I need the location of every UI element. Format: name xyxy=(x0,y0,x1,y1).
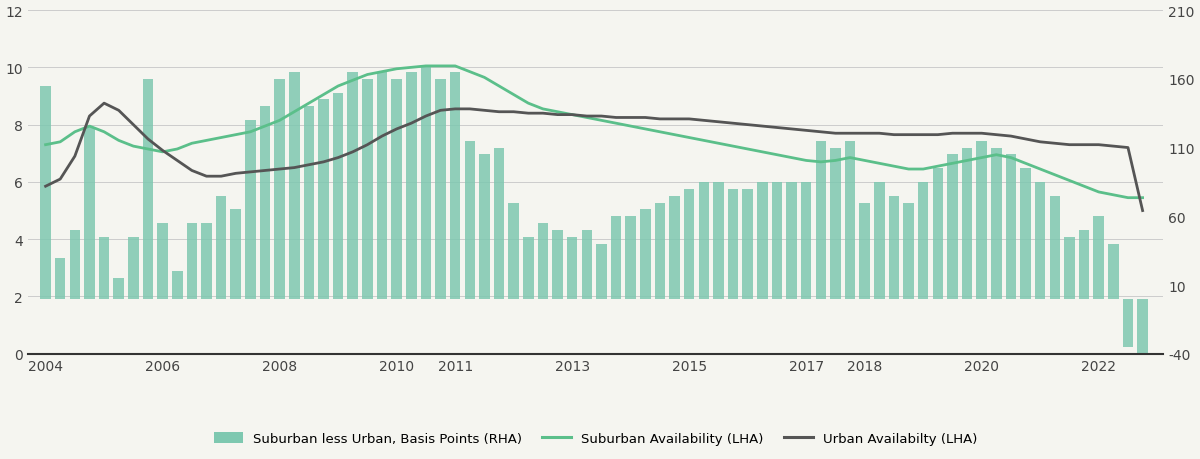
Bar xyxy=(874,183,884,299)
Bar xyxy=(436,79,445,299)
Bar xyxy=(245,121,256,299)
Bar xyxy=(566,237,577,299)
Bar xyxy=(157,224,168,299)
Bar xyxy=(830,148,841,299)
Bar xyxy=(143,79,154,299)
Bar xyxy=(464,141,475,299)
Bar xyxy=(362,79,373,299)
Bar xyxy=(772,183,782,299)
Bar xyxy=(523,237,534,299)
Bar xyxy=(786,183,797,299)
Bar xyxy=(1064,237,1075,299)
Bar xyxy=(947,155,958,299)
Bar xyxy=(332,93,343,299)
Bar xyxy=(684,190,695,299)
Bar xyxy=(55,258,66,299)
Bar xyxy=(889,196,899,299)
Bar xyxy=(743,190,752,299)
Bar xyxy=(259,107,270,299)
Bar xyxy=(757,183,768,299)
Bar xyxy=(493,148,504,299)
Bar xyxy=(98,237,109,299)
Bar xyxy=(727,190,738,299)
Bar xyxy=(552,230,563,299)
Bar xyxy=(698,183,709,299)
Bar xyxy=(625,217,636,299)
Bar xyxy=(904,203,914,299)
Bar xyxy=(84,128,95,299)
Bar xyxy=(348,73,358,299)
Bar xyxy=(1093,217,1104,299)
Bar xyxy=(114,279,124,299)
Bar xyxy=(655,203,665,299)
Bar xyxy=(611,217,622,299)
Bar xyxy=(538,224,548,299)
Bar xyxy=(509,203,518,299)
Bar xyxy=(421,66,431,299)
Bar xyxy=(1123,299,1133,347)
Bar xyxy=(289,73,300,299)
Bar xyxy=(596,244,607,299)
Legend: Suburban less Urban, Basis Points (RHA), Suburban Availability (LHA), Urban Avai: Suburban less Urban, Basis Points (RHA),… xyxy=(209,426,983,450)
Bar xyxy=(70,230,80,299)
Bar xyxy=(275,79,284,299)
Bar xyxy=(713,183,724,299)
Bar xyxy=(479,155,490,299)
Bar xyxy=(406,73,416,299)
Bar xyxy=(859,203,870,299)
Bar xyxy=(816,141,826,299)
Bar xyxy=(1020,169,1031,299)
Bar xyxy=(216,196,227,299)
Bar xyxy=(640,210,650,299)
Bar xyxy=(1006,155,1016,299)
Bar xyxy=(230,210,241,299)
Bar xyxy=(932,169,943,299)
Bar xyxy=(318,100,329,299)
Bar xyxy=(845,141,856,299)
Bar xyxy=(918,183,929,299)
Bar xyxy=(977,141,986,299)
Bar xyxy=(391,79,402,299)
Bar xyxy=(1138,299,1148,354)
Bar xyxy=(1108,244,1118,299)
Bar xyxy=(800,183,811,299)
Bar xyxy=(450,73,461,299)
Bar xyxy=(1079,230,1090,299)
Bar xyxy=(991,148,1002,299)
Bar xyxy=(172,272,182,299)
Bar xyxy=(186,224,197,299)
Bar xyxy=(202,224,211,299)
Bar xyxy=(582,230,592,299)
Bar xyxy=(962,148,972,299)
Bar xyxy=(41,86,50,299)
Bar xyxy=(670,196,680,299)
Bar xyxy=(128,237,139,299)
Bar xyxy=(304,107,314,299)
Bar xyxy=(1050,196,1060,299)
Bar xyxy=(1034,183,1045,299)
Bar xyxy=(377,73,388,299)
